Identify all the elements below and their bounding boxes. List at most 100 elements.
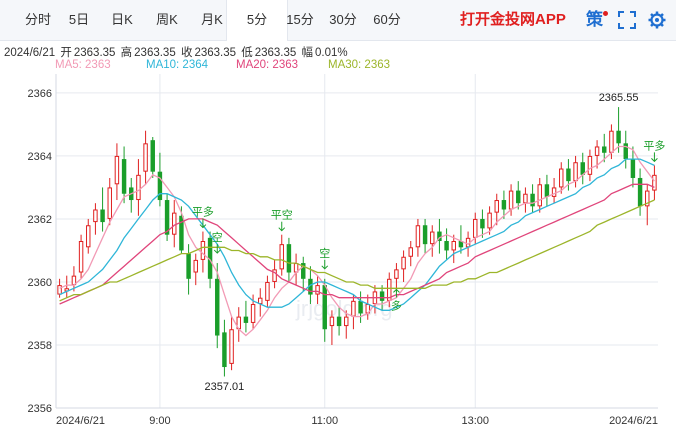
candle-body-up	[551, 187, 557, 197]
candle-body-down	[616, 130, 621, 144]
tab-1[interactable]: 5日	[68, 12, 90, 27]
candle-body-up	[272, 269, 277, 282]
candle-body-up	[537, 184, 542, 207]
tab-3[interactable]: 周K	[156, 12, 178, 27]
candle-body-up	[473, 218, 478, 238]
x-tick-label: 2024/6/21	[609, 415, 658, 427]
candle-body-up	[494, 200, 499, 213]
fullscreen-icon[interactable]	[618, 11, 636, 29]
candle-body-down	[286, 244, 292, 273]
high-value: 2363.35	[134, 47, 176, 59]
candle-body-up	[609, 130, 614, 153]
candle-body-down	[164, 200, 170, 235]
candle-body-down	[630, 159, 636, 178]
candle-body-up	[93, 209, 98, 223]
candle-body-up	[523, 193, 528, 204]
candle-body-up	[315, 285, 320, 295]
candle-body-down	[379, 291, 385, 301]
signal-label: 平多	[643, 138, 665, 152]
signal-arrowhead	[393, 288, 400, 293]
y-tick-label: 2358	[28, 340, 52, 352]
ma30-legend: MA30: 2363	[328, 59, 391, 71]
signal-arrowhead	[213, 249, 221, 254]
low-label: 低	[241, 47, 253, 59]
ohlc-readout: 2024/6/21 开 2363.35 高 2363.35 收 2363.35 低 23…	[4, 44, 350, 60]
ma20-legend: MA20: 2363	[236, 59, 299, 71]
candle-body-up	[193, 259, 198, 273]
candle-body-up	[229, 329, 234, 364]
candle-body-down	[437, 231, 442, 241]
candle-body-down	[186, 253, 191, 279]
strategy-button[interactable]: 策	[586, 10, 603, 29]
candle-body-up	[200, 241, 206, 260]
signal-arrowhead	[199, 224, 207, 229]
x-tick-label: 13:00	[461, 415, 489, 427]
tab-6[interactable]: 15分	[286, 12, 314, 27]
tab-4[interactable]: 月K	[201, 12, 223, 27]
tab-0[interactable]: 分时	[24, 12, 51, 27]
ma5-line	[59, 145, 655, 337]
candle-body-down	[637, 177, 643, 207]
candle-body-up	[587, 155, 593, 175]
candle-body-down	[602, 146, 607, 153]
candle-body-down	[121, 159, 127, 194]
y-tick-label: 2366	[28, 88, 52, 100]
close-value: 2363.35	[194, 47, 237, 59]
candle-body-up	[573, 162, 578, 182]
candle-body-down	[422, 225, 428, 245]
y-tick-label: 2356	[28, 403, 52, 415]
open-label: 开	[60, 47, 72, 59]
candle-body-up	[415, 225, 421, 248]
candle-body-up	[86, 225, 91, 248]
candle-body-down	[322, 285, 327, 330]
signal-arrowhead	[321, 265, 329, 270]
candle-body-up	[258, 297, 263, 305]
signal-label: 空	[319, 246, 330, 260]
y-tick-label: 2364	[28, 151, 52, 163]
candle-body-down	[157, 171, 163, 201]
candle-body-up	[645, 190, 650, 207]
tab-7[interactable]: 30分	[329, 12, 357, 27]
candle-body-up	[559, 168, 564, 188]
signal-label: 多	[391, 298, 402, 312]
x-tick-label: 11:00	[311, 415, 338, 427]
candle-body-down	[516, 190, 521, 204]
tab-5[interactable]: 5分	[226, 0, 288, 41]
y-tick-label: 2360	[28, 277, 52, 289]
x-tick-label: 2024/6/21	[56, 415, 105, 427]
open-app-promo-link[interactable]: 打开金投网APP	[460, 11, 566, 28]
signal-label: 平空	[271, 208, 293, 222]
period-tab-bar: 分时 5日 日K 周K 月K 5分 15分 30分 60分	[0, 0, 676, 41]
candle-body-down	[215, 278, 220, 336]
candle-body-down	[501, 200, 507, 210]
ma20-line	[59, 183, 655, 305]
candle-body-up	[329, 316, 335, 327]
candle-body-down	[100, 209, 105, 223]
ma10-line	[59, 158, 655, 311]
y-tick-label: 2362	[28, 214, 52, 226]
candle-body-down	[566, 168, 571, 182]
candle-body-up	[594, 146, 600, 156]
candle-body-down	[458, 241, 464, 248]
tab-8[interactable]: 60分	[373, 12, 401, 27]
settings-gear-icon[interactable]	[648, 11, 666, 29]
amplitude-value: 0.01%	[315, 47, 348, 59]
candle-body-up	[136, 174, 141, 201]
candle-body-down	[444, 241, 449, 251]
candle-body-up	[430, 231, 435, 245]
close-label: 收	[180, 47, 193, 59]
candle-body-down	[530, 193, 535, 207]
low-value: 2363.35	[254, 47, 297, 59]
ohlc-date: 2024/6/21	[4, 47, 56, 59]
candle-body-up	[451, 241, 456, 251]
candle-body-up	[250, 304, 256, 323]
tab-2[interactable]: 日K	[111, 12, 133, 27]
candle-body-up	[143, 143, 148, 172]
candle-body-down	[336, 316, 342, 327]
x-tick-label: 9:00	[149, 415, 170, 427]
ma-legend: MA5: 2363 MA10: 2364 MA20: 2363 MA30: 23…	[0, 59, 676, 73]
candle-body-up	[265, 281, 270, 301]
candle-body-down	[544, 184, 550, 197]
candle-body-up	[401, 256, 406, 270]
notification-dot	[603, 11, 608, 16]
